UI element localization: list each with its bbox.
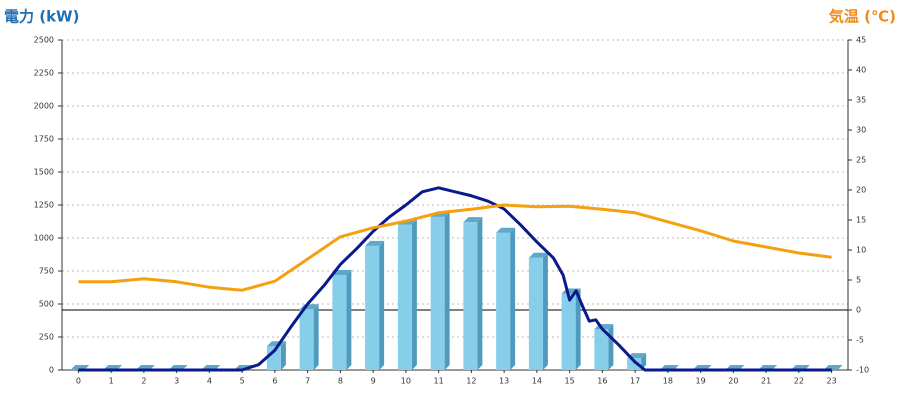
bar [299, 309, 314, 370]
bar-side [477, 217, 483, 370]
power-line [78, 186, 832, 372]
bar [627, 358, 642, 370]
y-tick-label: 250 [39, 333, 54, 342]
y-tick-label: 2000 [34, 102, 54, 111]
bar-side [313, 304, 319, 370]
bar [528, 257, 543, 370]
x-tick-label: 4 [207, 377, 212, 386]
bar-side [575, 288, 581, 370]
bar [463, 222, 478, 370]
bar-side [379, 240, 385, 370]
temperature-line [78, 203, 832, 292]
bar-side [411, 219, 417, 370]
y2-axis-title: 気温 (℃) [829, 8, 896, 26]
bar-side [444, 211, 450, 370]
bar-side [641, 353, 647, 370]
y2-tick-label: 40 [856, 66, 866, 75]
x-tick-label: 20 [728, 377, 738, 386]
x-tick-label: 3 [174, 377, 179, 386]
x-tick-label: 14 [532, 377, 542, 386]
y2-tick-label: 15 [856, 216, 866, 225]
x-tick-label: 21 [761, 377, 771, 386]
x-tick-label: 18 [663, 377, 673, 386]
x-tick-label: 9 [371, 377, 376, 386]
y-tick-label: 0 [49, 366, 54, 375]
bar-side [280, 341, 286, 370]
y-tick-label: 500 [39, 300, 54, 309]
y-tick-label: 1500 [34, 168, 54, 177]
bar [397, 224, 412, 370]
x-tick-label: 13 [499, 377, 509, 386]
bar [266, 346, 281, 370]
x-tick-label: 10 [401, 377, 411, 386]
bar [496, 232, 511, 370]
x-tick-label: 19 [696, 377, 706, 386]
x-tick-label: 22 [794, 377, 804, 386]
bar-side [346, 269, 352, 370]
bar-top [463, 217, 483, 223]
bar-side [542, 252, 548, 370]
y2-tick-label: 20 [856, 186, 866, 195]
bar [365, 245, 380, 370]
y2-tick-label: -10 [856, 366, 869, 375]
x-tick-label: 23 [827, 377, 837, 386]
bar [430, 216, 445, 370]
bar-top [332, 269, 352, 275]
x-tick-label: 8 [338, 377, 343, 386]
y2-tick-label: 25 [856, 156, 866, 165]
x-tick-label: 0 [76, 377, 81, 386]
y2-tick-label: 30 [856, 126, 866, 135]
y-tick-label: 2500 [34, 36, 54, 45]
y2-tick-label: 45 [856, 36, 866, 45]
bar-top [496, 227, 516, 233]
x-tick-label: 5 [240, 377, 245, 386]
x-tick-label: 12 [466, 377, 476, 386]
x-tick-label: 16 [597, 377, 607, 386]
y-tick-label: 2250 [34, 69, 54, 78]
x-tick-label: 15 [565, 377, 575, 386]
y2-tick-label: 0 [856, 306, 861, 315]
bar-side [608, 324, 614, 370]
bar [594, 329, 609, 370]
bar [561, 293, 576, 370]
y2-tick-label: 5 [856, 276, 861, 285]
y2-tick-label: 10 [856, 246, 866, 255]
bar-top [528, 252, 548, 258]
bar-top [365, 240, 385, 246]
bar [332, 274, 347, 370]
y-tick-label: 1250 [34, 201, 54, 210]
y-axis-title: 電力 (kW) [4, 8, 79, 26]
x-tick-label: 7 [305, 377, 310, 386]
y-tick-label: 1750 [34, 135, 54, 144]
x-tick-label: 2 [141, 377, 146, 386]
x-tick-label: 17 [630, 377, 640, 386]
x-tick-label: 11 [434, 377, 444, 386]
y2-tick-label: -5 [856, 336, 864, 345]
bar-side [510, 227, 516, 370]
y-tick-label: 1000 [34, 234, 54, 243]
x-tick-label: 6 [272, 377, 277, 386]
y2-tick-label: 35 [856, 96, 866, 105]
y-tick-label: 750 [39, 267, 54, 276]
x-tick-label: 1 [109, 377, 114, 386]
